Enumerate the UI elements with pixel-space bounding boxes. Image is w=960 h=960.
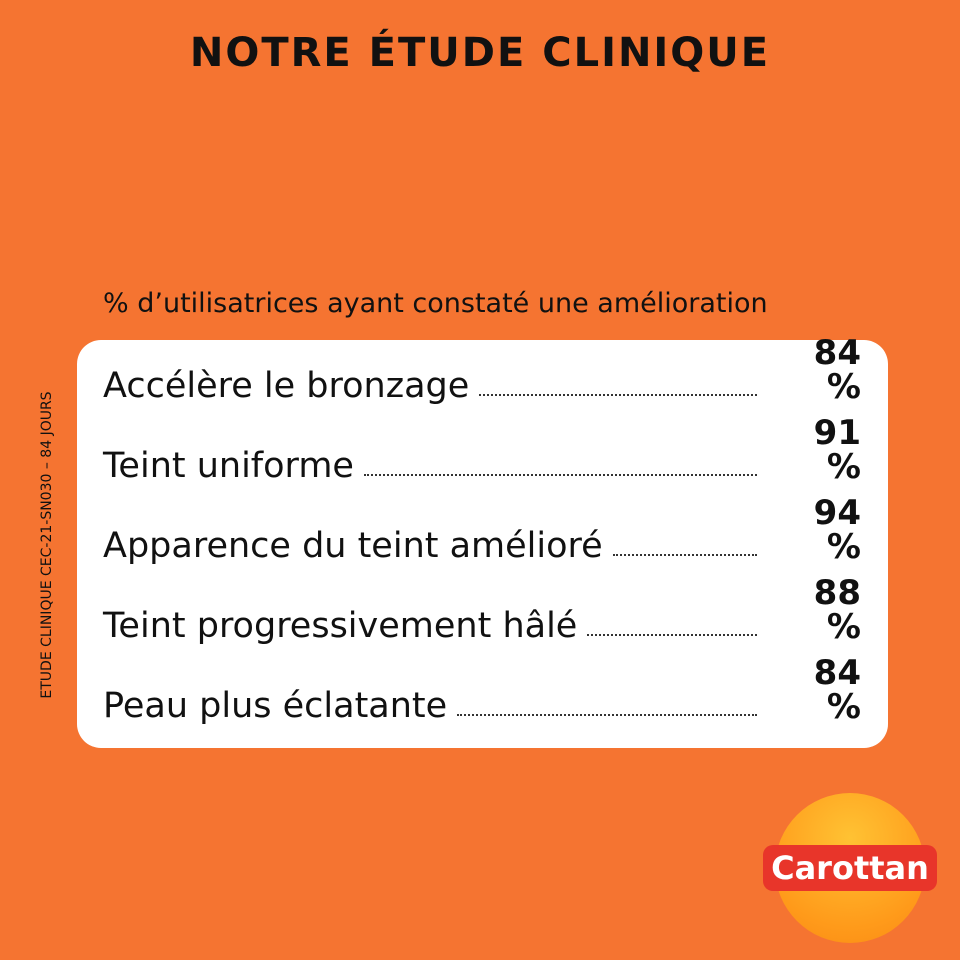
result-row: Peau plus éclatante 84 %	[103, 656, 861, 726]
result-row: Apparence du teint amélioré 94 %	[103, 496, 861, 566]
result-label: Apparence du teint amélioré	[103, 526, 603, 566]
logo: Carottan	[763, 845, 937, 891]
result-label: Peau plus éclatante	[103, 686, 448, 726]
result-value: 84 %	[813, 653, 861, 727]
result-label: Teint progressivement hâlé	[103, 606, 578, 646]
dot-leader	[363, 474, 757, 476]
result-value: 88 %	[813, 573, 861, 647]
result-row: Accélère le bronzage 84 %	[103, 336, 861, 406]
results-card: Accélère le bronzage 84 % Teint uniforme 91…	[77, 336, 888, 748]
result-row: Teint progressivement hâlé 88 %	[103, 576, 861, 646]
title: NOTRE ÉTUDE CLINIQUE	[189, 30, 771, 76]
result-row: Teint uniforme 91 %	[103, 416, 861, 486]
result-label: Teint uniforme	[103, 446, 354, 486]
subtitle: % d’utilisatrices ayant constaté une amé…	[103, 288, 768, 319]
result-label: Accélère le bronzage	[103, 366, 470, 406]
result-value: 94 %	[813, 493, 861, 567]
dot-leader	[479, 394, 757, 396]
dot-leader	[457, 714, 757, 716]
dot-leader	[612, 554, 757, 556]
dot-leader	[587, 634, 757, 636]
result-value: 91 %	[813, 413, 861, 487]
result-value: 84 %	[813, 333, 861, 407]
side-note: ETUDE CLINIQUE CEC-21-SN030 – 84 JOURS	[39, 391, 55, 699]
